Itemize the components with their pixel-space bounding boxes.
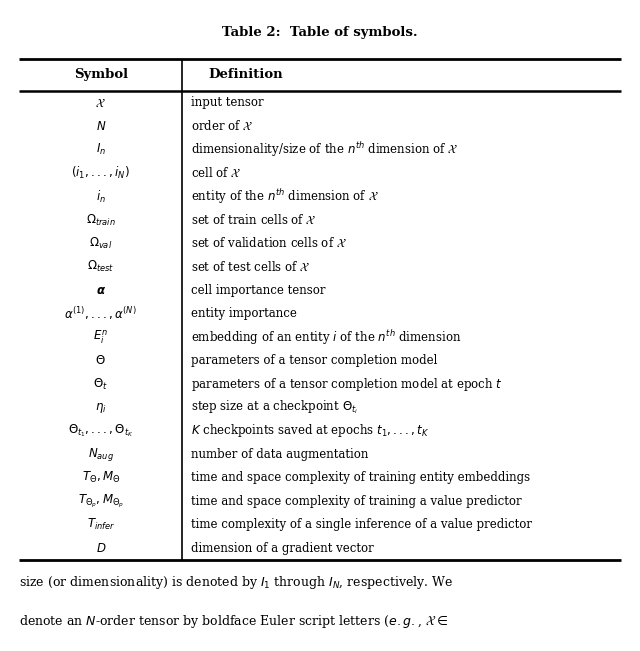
Text: $T_{\Theta_p}, M_{\Theta_p}$: $T_{\Theta_p}, M_{\Theta_p}$: [77, 493, 124, 510]
Text: $\Theta_t$: $\Theta_t$: [93, 376, 108, 392]
Text: input tensor: input tensor: [191, 96, 263, 109]
Text: set of validation cells of $\mathcal{X}$: set of validation cells of $\mathcal{X}$: [191, 237, 346, 250]
Text: $\mathcal{X}$: $\mathcal{X}$: [95, 96, 106, 109]
Text: $\alpha^{(1)},...,\alpha^{(N)}$: $\alpha^{(1)},...,\alpha^{(N)}$: [65, 305, 137, 322]
Text: $T_{infer}$: $T_{infer}$: [86, 517, 115, 533]
Text: $\Omega_{train}$: $\Omega_{train}$: [86, 212, 116, 228]
Text: Table 2:  Table of symbols.: Table 2: Table of symbols.: [222, 26, 418, 39]
Text: time and space complexity of training a value predictor: time and space complexity of training a …: [191, 495, 522, 508]
Text: $T_\Theta, M_\Theta$: $T_\Theta, M_\Theta$: [82, 470, 120, 486]
Text: parameters of a tensor completion model at epoch $t$: parameters of a tensor completion model …: [191, 376, 502, 393]
Text: number of data augmentation: number of data augmentation: [191, 448, 368, 461]
Text: entity importance: entity importance: [191, 307, 296, 320]
Text: set of test cells of $\mathcal{X}$: set of test cells of $\mathcal{X}$: [191, 260, 310, 273]
Text: cell of $\mathcal{X}$: cell of $\mathcal{X}$: [191, 167, 241, 180]
Text: entity of the $n^{th}$ dimension of $\mathcal{X}$: entity of the $n^{th}$ dimension of $\ma…: [191, 187, 378, 206]
Text: $N_{aug}$: $N_{aug}$: [88, 446, 114, 463]
Text: step size at a checkpoint $\Theta_{t_i}$: step size at a checkpoint $\Theta_{t_i}$: [191, 399, 358, 416]
Text: time complexity of a single inference of a value predictor: time complexity of a single inference of…: [191, 518, 532, 531]
Text: $N$: $N$: [95, 120, 106, 133]
Text: embedding of an entity $i$ of the $n^{th}$ dimension: embedding of an entity $i$ of the $n^{th…: [191, 327, 461, 347]
Text: $\Omega_{val}$: $\Omega_{val}$: [89, 236, 113, 251]
Text: Definition: Definition: [209, 68, 284, 81]
Text: parameters of a tensor completion model: parameters of a tensor completion model: [191, 354, 437, 367]
Text: set of train cells of $\mathcal{X}$: set of train cells of $\mathcal{X}$: [191, 214, 316, 227]
Text: $I_n$: $I_n$: [96, 142, 106, 158]
Text: $D$: $D$: [95, 542, 106, 555]
Text: $(i_1,...,i_N)$: $(i_1,...,i_N)$: [71, 165, 131, 181]
Text: $\boldsymbol{\alpha}$: $\boldsymbol{\alpha}$: [96, 284, 106, 297]
Text: denote an $N$-order tensor by boldface Euler script letters ($e.g.$, $\mathcal{X: denote an $N$-order tensor by boldface E…: [19, 613, 448, 630]
Text: cell importance tensor: cell importance tensor: [191, 284, 325, 297]
Text: $\Omega_{test}$: $\Omega_{test}$: [87, 259, 115, 275]
Text: dimension of a gradient vector: dimension of a gradient vector: [191, 542, 374, 555]
Text: size (or dimensionality) is denoted by $I_1$ through $I_N$, respectively. We: size (or dimensionality) is denoted by $…: [19, 574, 453, 591]
Text: dimensionality/size of the $n^{th}$ dimension of $\mathcal{X}$: dimensionality/size of the $n^{th}$ dime…: [191, 140, 458, 159]
Text: order of $\mathcal{X}$: order of $\mathcal{X}$: [191, 120, 253, 133]
Text: $\Theta$: $\Theta$: [95, 354, 106, 367]
Text: $\Theta_{t_1},...,\Theta_{t_K}$: $\Theta_{t_1},...,\Theta_{t_K}$: [68, 422, 134, 439]
Text: $i_n$: $i_n$: [96, 189, 106, 204]
Text: $E_i^n$: $E_i^n$: [93, 329, 108, 346]
Text: Symbol: Symbol: [74, 68, 128, 81]
Text: $\eta_i$: $\eta_i$: [95, 400, 107, 415]
Text: $K$ checkpoints saved at epochs $t_1, ..., t_K$: $K$ checkpoints saved at epochs $t_1, ..…: [191, 422, 429, 439]
Text: time and space complexity of training entity embeddings: time and space complexity of training en…: [191, 471, 530, 484]
